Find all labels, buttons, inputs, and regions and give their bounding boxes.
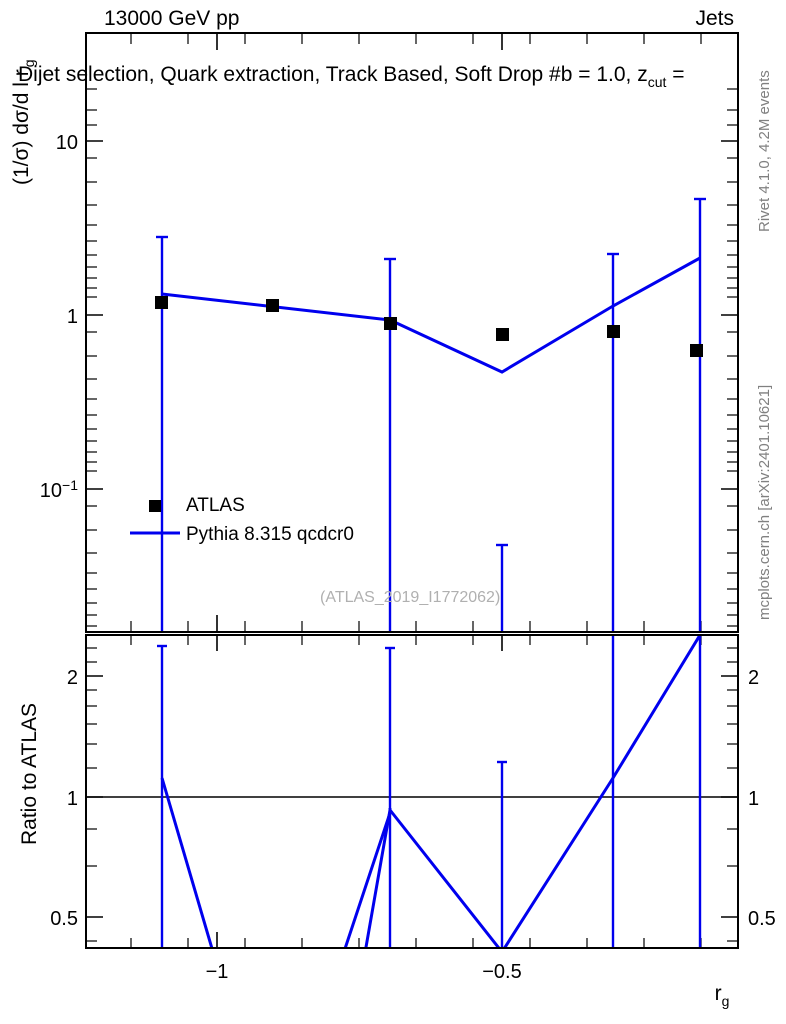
ratio-ytick-label-1: 1: [67, 788, 78, 810]
ratio-errorbars: [157, 636, 702, 947]
x-axis-label: rg: [715, 982, 730, 1009]
data-marker: [690, 344, 703, 357]
ytick-label-10: 10: [56, 132, 78, 154]
ratio-y-axis-label: Ratio to ATLAS: [18, 703, 41, 845]
ratio-ytick-label-0p5: 0.5: [50, 908, 78, 930]
legend-label-atlas: ATLAS: [186, 495, 245, 516]
data-marker: [496, 328, 509, 341]
plot-title-tail: =: [666, 63, 684, 86]
ratio-curve-seg2a: [364, 808, 392, 947]
plot-title-sub: cut: [648, 74, 667, 90]
rivet-version-annotation: Rivet 4.1.0, 4.2M events: [756, 70, 773, 232]
data-marker: [607, 325, 620, 338]
mc-errorbars-main: [156, 197, 706, 631]
ytick-label-1: 1: [67, 306, 78, 328]
ratio-curve-group: [160, 636, 702, 947]
mcplots-source-annotation: mcplots.cern.ch [arXiv:2401.10621]: [756, 385, 773, 620]
x-axis-label-sub: g: [722, 993, 730, 1009]
main-y-axis-label-text: (1/σ) dσ/d l r: [10, 69, 33, 185]
main-xticks-top: [130, 33, 702, 44]
xtick-label-minus0p5: −0.5: [482, 961, 521, 983]
ytick-label-0p1: 10−1: [40, 477, 78, 502]
ratio-panel-frame: [85, 634, 739, 949]
main-panel-frame: [85, 32, 739, 633]
mc-curve-main: [161, 256, 701, 374]
atlas-markers-main: [155, 296, 703, 357]
ratio-ytick-label-2: 2: [67, 667, 78, 689]
ratio-ytick-label-right-2: 2: [748, 667, 759, 689]
x-axis-label-text: r: [715, 982, 722, 1005]
legend-marker-atlas: [149, 500, 161, 512]
data-marker: [155, 296, 168, 309]
ratio-ytick-label-right-1: 1: [748, 788, 759, 810]
main-xticks-top-major: [216, 33, 503, 50]
analysis-watermark: (ATLAS_2019_I1772062): [320, 589, 500, 606]
main-yticks-left-major: [86, 140, 103, 490]
header-left-label: 13000 GeV pp: [104, 7, 239, 30]
main-y-axis-label: (1/σ) dσ/d l r g: [10, 59, 37, 185]
plot-title-main: Dijet selection, Quark extraction, Track…: [18, 63, 648, 86]
main-y-axis-label-sub: g: [21, 59, 37, 67]
ratio-xticks-top-major: [216, 635, 503, 651]
ratio-ytick-label-right-0p5: 0.5: [748, 908, 776, 930]
ratio-curve-seg1: [160, 777, 214, 947]
ratio-curve-seg3: [343, 812, 392, 947]
legend: ATLAS Pythia 8.315 qcdcr0: [130, 495, 354, 545]
xtick-label-minus1: −1: [206, 961, 229, 983]
ratio-yticks-minor: [86, 647, 738, 942]
main-yticks-left-minor: [86, 88, 97, 627]
ratio-curve-seg2: [388, 636, 702, 947]
main-yticks-right-minor: [727, 88, 738, 627]
data-marker: [266, 299, 279, 312]
data-marker: [384, 317, 397, 330]
legend-label-mc: Pythia 8.315 qcdcr0: [186, 524, 354, 545]
header-right-label: Jets: [695, 7, 734, 30]
plot-title: Dijet selection, Quark extraction, Track…: [18, 63, 685, 90]
main-yticks-right-major: [721, 140, 738, 490]
